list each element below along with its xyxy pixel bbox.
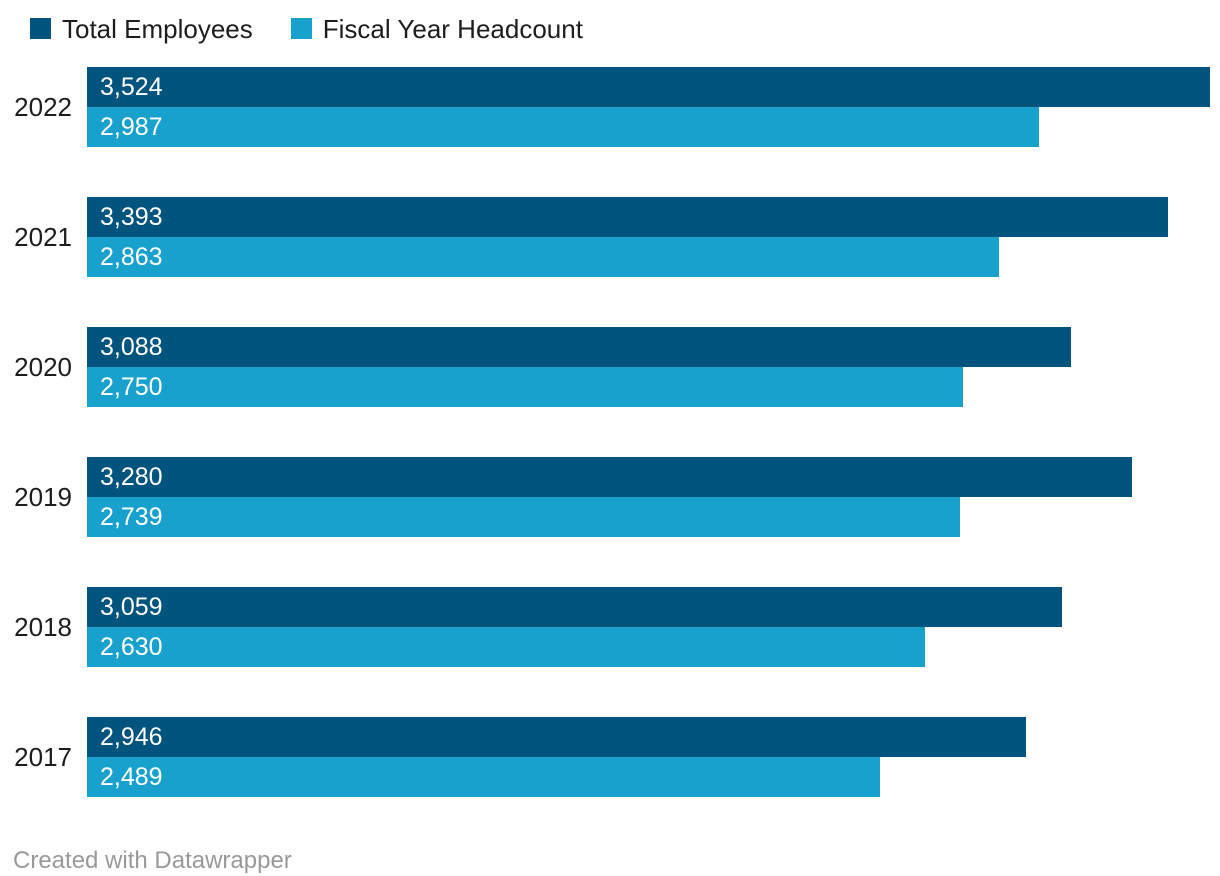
bar-fiscal-year-headcount: 2,750 [87, 367, 964, 407]
legend-label-total-employees: Total Employees [62, 13, 253, 44]
bar-value-label: 2,987 [100, 112, 163, 141]
bar-value-label: 2,750 [100, 372, 163, 401]
bar-total-employees: 2,946 [87, 717, 1026, 757]
bar-total-employees: 3,088 [87, 327, 1072, 367]
year-label: 2022 [14, 91, 72, 122]
legend-swatch-icon [290, 18, 312, 39]
legend-item-total-employees: Total Employees [30, 16, 253, 42]
bar-value-label: 3,088 [100, 332, 163, 361]
bar-fiscal-year-headcount: 2,630 [87, 627, 926, 667]
bar-group: 2018 3,059 2,630 [0, 587, 1220, 667]
bar-total-employees: 3,059 [87, 587, 1062, 627]
chart-plot-area: 2022 3,524 2,987 2021 3,393 2,863 2020 3… [0, 67, 1220, 797]
chart-footer: Created with Datawrapper [13, 847, 1220, 875]
year-label: 2020 [14, 351, 72, 382]
bar-pair: 2,946 2,489 [87, 717, 1220, 797]
bar-total-employees: 3,524 [87, 67, 1210, 107]
bar-pair: 3,088 2,750 [87, 327, 1220, 407]
bar-group: 2022 3,524 2,987 [0, 67, 1220, 147]
bar-group: 2020 3,088 2,750 [0, 327, 1220, 407]
bar-value-label: 2,946 [100, 722, 163, 751]
bar-value-label: 2,630 [100, 632, 163, 661]
bar-fiscal-year-headcount: 2,987 [87, 107, 1039, 147]
legend-label-fiscal-year-headcount: Fiscal Year Headcount [322, 13, 583, 44]
year-label: 2019 [14, 481, 72, 512]
year-label: 2018 [14, 611, 72, 642]
bar-total-employees: 3,280 [87, 457, 1133, 497]
legend-swatch-icon [30, 18, 51, 39]
bar-value-label: 2,489 [100, 762, 163, 791]
bar-pair: 3,393 2,863 [87, 197, 1220, 277]
bar-value-label: 3,393 [100, 202, 163, 231]
bar-group: 2017 2,946 2,489 [0, 717, 1220, 797]
bar-fiscal-year-headcount: 2,489 [87, 757, 881, 797]
bar-group: 2019 3,280 2,739 [0, 457, 1220, 537]
bar-group: 2021 3,393 2,863 [0, 197, 1220, 277]
bar-value-label: 2,739 [100, 502, 163, 531]
chart-legend: Total Employees Fiscal Year Headcount [30, 15, 1220, 42]
year-label: 2017 [14, 741, 72, 772]
bar-value-label: 3,059 [100, 592, 163, 621]
credit-text: Created with Datawrapper [13, 847, 292, 874]
bar-pair: 3,059 2,630 [87, 587, 1220, 667]
bar-pair: 3,280 2,739 [87, 457, 1220, 537]
bar-value-label: 2,863 [100, 242, 163, 271]
year-label: 2021 [14, 221, 72, 252]
bar-value-label: 3,524 [100, 72, 163, 101]
legend-item-fiscal-year-headcount: Fiscal Year Headcount [290, 13, 583, 44]
bar-total-employees: 3,393 [87, 197, 1169, 237]
bar-fiscal-year-headcount: 2,739 [87, 497, 960, 537]
bar-value-label: 3,280 [100, 462, 163, 491]
bar-fiscal-year-headcount: 2,863 [87, 237, 1000, 277]
bar-pair: 3,524 2,987 [87, 67, 1220, 147]
